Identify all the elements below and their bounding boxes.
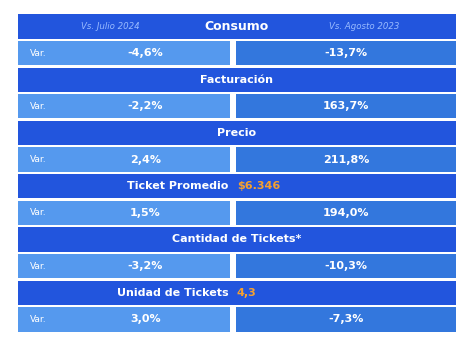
Bar xyxy=(236,94,456,118)
Bar xyxy=(18,280,456,305)
Bar xyxy=(18,201,230,225)
Text: Var.: Var. xyxy=(30,315,46,324)
Text: 3,0%: 3,0% xyxy=(130,314,161,324)
Bar xyxy=(236,41,456,65)
Text: Consumo: Consumo xyxy=(205,20,269,33)
Text: 2,4%: 2,4% xyxy=(130,155,161,165)
Text: Var.: Var. xyxy=(30,102,46,111)
Text: Unidad de Tickets: Unidad de Tickets xyxy=(117,288,228,298)
Text: -4,6%: -4,6% xyxy=(128,48,164,58)
Text: Var.: Var. xyxy=(30,208,46,217)
Text: -2,2%: -2,2% xyxy=(128,101,163,111)
Bar xyxy=(18,68,456,92)
Text: -7,3%: -7,3% xyxy=(328,314,364,324)
Bar xyxy=(18,14,456,38)
Bar xyxy=(236,254,456,278)
Bar xyxy=(18,148,230,172)
Text: Vs. Agosto 2023: Vs. Agosto 2023 xyxy=(329,22,399,31)
Bar xyxy=(18,227,456,252)
Bar xyxy=(18,307,230,332)
Text: -10,3%: -10,3% xyxy=(324,261,367,271)
Bar xyxy=(18,254,230,278)
Bar xyxy=(236,307,456,332)
Text: -3,2%: -3,2% xyxy=(128,261,163,271)
Text: 211,8%: 211,8% xyxy=(323,155,369,165)
Text: Var.: Var. xyxy=(30,155,46,164)
Bar xyxy=(18,121,456,145)
Bar xyxy=(18,174,456,198)
Text: 163,7%: 163,7% xyxy=(323,101,369,111)
Text: $6.346: $6.346 xyxy=(237,181,280,191)
Text: Facturación: Facturación xyxy=(201,75,273,85)
Bar xyxy=(18,41,230,65)
Text: Var.: Var. xyxy=(30,261,46,271)
Text: Precio: Precio xyxy=(218,128,256,138)
Text: Var.: Var. xyxy=(30,49,46,57)
Text: Ticket Promedio: Ticket Promedio xyxy=(127,181,228,191)
Text: Vs. Julio 2024: Vs. Julio 2024 xyxy=(81,22,139,31)
Text: 194,0%: 194,0% xyxy=(323,208,369,218)
Bar xyxy=(18,94,230,118)
Bar xyxy=(236,148,456,172)
Text: Cantidad de Tickets*: Cantidad de Tickets* xyxy=(173,235,301,244)
Text: -13,7%: -13,7% xyxy=(324,48,367,58)
Text: 4,3: 4,3 xyxy=(237,288,257,298)
Text: 1,5%: 1,5% xyxy=(130,208,161,218)
Bar xyxy=(236,201,456,225)
